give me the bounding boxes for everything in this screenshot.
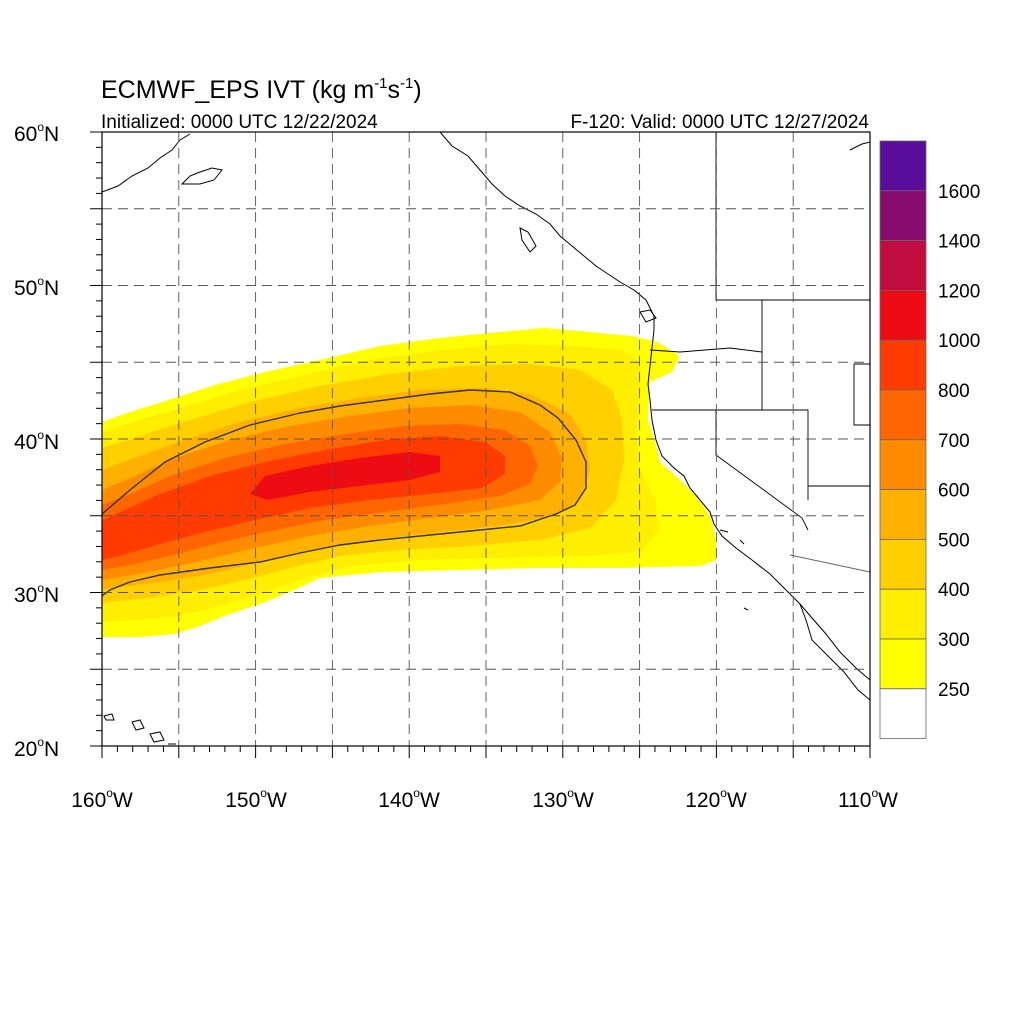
lon-label-130: 130oW (532, 786, 594, 812)
lon-axis-labels: 160oW 150oW 140oW 130oW 120oW 110oW (71, 786, 898, 812)
lat-label-30: 30oN (14, 581, 59, 607)
legend-swatch-10 (879, 638, 927, 690)
title-unit-s: s (388, 76, 401, 104)
legend-label-1000: 1000 (938, 331, 980, 352)
legend-label-1400: 1400 (938, 232, 980, 253)
legend-label-250: 250 (938, 680, 970, 701)
coastline-segment-6 (131, 719, 145, 731)
legend-swatch-1 (879, 190, 927, 242)
title-exp-2: -1 (400, 75, 413, 92)
coastlines (102, 132, 870, 745)
legend-swatch-0 (879, 140, 927, 192)
lat-label-50: 50oN (14, 274, 59, 300)
legend-label-1200: 1200 (938, 281, 980, 302)
legend-swatch-2 (879, 240, 927, 291)
title-exp-1: -1 (374, 75, 387, 92)
axis-ticks (90, 131, 871, 758)
legend-swatch-4 (879, 339, 927, 391)
lon-label-110: 110oW (838, 786, 898, 812)
lon-label-160: 160oW (71, 786, 133, 812)
coastline-segment-1 (180, 167, 223, 185)
legend-swatch-8 (879, 539, 927, 590)
title-close: ) (413, 76, 421, 104)
legend-swatch-5 (879, 389, 927, 441)
lat-label-40: 40oN (14, 428, 59, 454)
coastline-segment-12 (743, 607, 749, 611)
coastline-segment-4 (799, 603, 870, 701)
lat-label-20: 20oN (14, 735, 59, 761)
figure-title: ECMWF_EPS IVT (kg m-1s-1) (101, 75, 422, 104)
legend-swatch-6 (879, 439, 927, 490)
plot-area (102, 132, 870, 746)
legend-label-1600: 1600 (938, 182, 980, 203)
color-legend: 1600 1400 1200 1000 800 700 600 500 400 300 250 (879, 140, 980, 739)
legend-swatch-9 (879, 588, 927, 640)
legend-label-300: 300 (938, 630, 970, 651)
lat-label-60: 60oN (14, 120, 59, 146)
coastline-segment-10 (639, 309, 657, 323)
lat-axis-labels: 60oN 50oN 40oN 30oN 20oN (14, 120, 59, 761)
coastline-segment-3 (849, 141, 870, 151)
legend-swatch-3 (879, 289, 927, 341)
coastline-segment-5 (103, 713, 115, 721)
title-main: ECMWF_EPS IVT (kg m (101, 76, 374, 104)
legend-label-400: 400 (938, 580, 970, 601)
legend-label-800: 800 (938, 381, 970, 402)
coastline-segment-9 (519, 227, 537, 253)
coastline-segment-11 (719, 529, 745, 545)
ivt-contour-outer (102, 389, 587, 597)
subtitle-valid: F-120: Valid: 0000 UTC 12/27/2024 (570, 112, 869, 133)
legend-swatch-7 (879, 489, 927, 540)
coastline-segment-2 (439, 132, 870, 681)
legend-swatch-11 (879, 688, 927, 739)
lon-label-140: 140oW (378, 786, 440, 812)
ivt-band-7 (250, 452, 440, 500)
subtitle-initialized: Initialized: 0000 UTC 12/22/2024 (101, 112, 378, 133)
ivt-shading (102, 328, 716, 637)
legend-label-600: 600 (938, 481, 970, 502)
lon-label-120: 120oW (685, 786, 747, 812)
lat-lon-grid (102, 132, 870, 746)
lon-label-150: 150oW (225, 786, 287, 812)
legend-label-700: 700 (938, 431, 970, 452)
coastline-segment-7 (149, 731, 165, 743)
legend-label-500: 500 (938, 530, 970, 551)
